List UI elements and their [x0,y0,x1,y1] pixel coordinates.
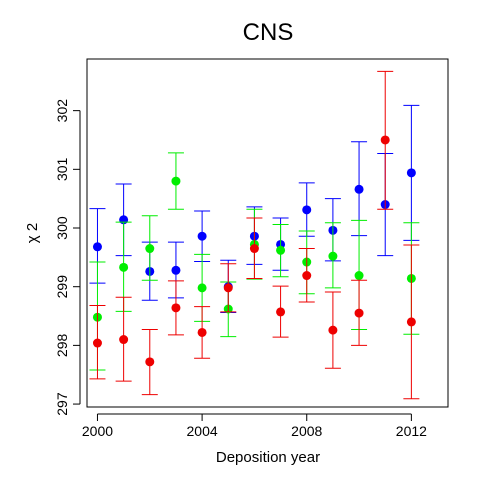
data-point [171,176,181,186]
x-axis-label: Deposition year [216,449,320,466]
data-point [197,283,207,293]
data-point [145,357,155,367]
plot-frame [86,58,449,408]
data-point [145,244,155,254]
data-point [276,245,286,255]
x-tick-label: 2008 [291,423,322,439]
x-tick-label: 2004 [187,423,218,439]
data-point [92,338,102,348]
chart-title: CNS [243,19,294,46]
y-axis-label: χ 2 [24,223,41,243]
data-point [223,283,233,293]
x-tick-label: 2012 [396,423,427,439]
data-point [171,303,181,313]
data-point [328,251,338,261]
data-point [197,231,207,241]
data-point [119,335,129,345]
x-axis: 2000 2004 2008 2012 [82,413,427,439]
data-point [354,184,364,194]
data-point [380,135,390,145]
data-point [276,307,286,317]
data-point [249,244,259,254]
y-tick-label: 300 [54,216,70,240]
y-tick-label: 297 [54,392,70,416]
data-point [354,271,364,281]
x-tick-label: 2000 [82,423,113,439]
data-point [119,262,129,272]
y-axis: 297 298 299 300 301 302 [54,99,81,416]
series-2 [89,152,420,371]
series-layer [89,70,420,400]
data-point [302,205,312,215]
y-tick-label: 301 [54,157,70,181]
series-3 [89,70,420,400]
y-tick-label: 302 [54,99,70,123]
data-point [92,242,102,252]
y-tick-label: 299 [54,275,70,299]
data-point [406,168,416,178]
data-point [197,327,207,337]
data-point [171,265,181,275]
y-tick-label: 298 [54,333,70,357]
data-point [302,271,312,281]
data-point [406,317,416,327]
data-point [354,308,364,318]
data-point [328,325,338,335]
